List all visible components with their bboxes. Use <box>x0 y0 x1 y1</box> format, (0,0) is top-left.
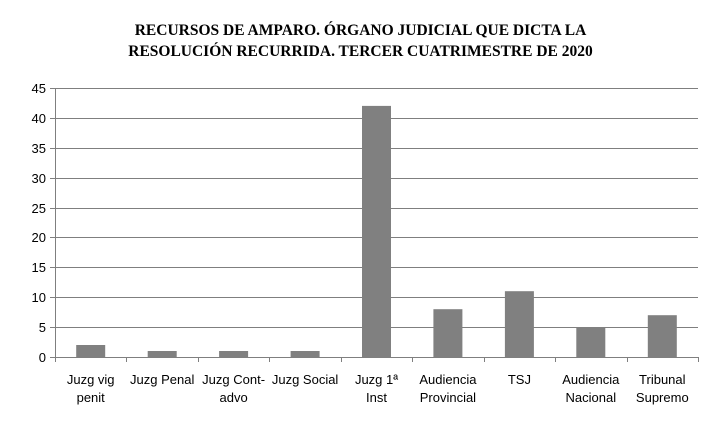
y-tick-label: 15 <box>32 260 46 275</box>
bar <box>76 345 106 357</box>
y-tick-labels: 0 5 10 15 20 25 30 35 40 45 <box>32 81 46 365</box>
bar <box>504 291 534 357</box>
x-category-label: Juzg Cont-advo <box>202 372 265 405</box>
bar <box>219 351 249 357</box>
bar <box>647 315 677 357</box>
bar <box>576 327 606 357</box>
x-category-label: Juzg vig penit <box>67 372 115 405</box>
y-tick-label: 30 <box>32 171 46 186</box>
y-tick-label: 25 <box>32 201 46 216</box>
bar <box>290 351 320 357</box>
chart-title: RECURSOS DE AMPARO. ÓRGANO JUDICIAL QUE … <box>0 20 721 62</box>
x-category-labels: Juzg vig penit Juzg Penal Juzg Cont-advo Juz… <box>67 372 689 405</box>
bars <box>76 105 677 358</box>
y-tick-label: 40 <box>32 111 46 126</box>
y-tick-label: 0 <box>39 350 46 365</box>
y-tick-label: 10 <box>32 290 46 305</box>
axes <box>50 88 699 362</box>
x-category-label: Tribunal Supremo <box>636 372 689 405</box>
bar <box>147 351 177 357</box>
bar <box>362 105 391 358</box>
chart-title-line-1: RECURSOS DE AMPARO. ÓRGANO JUDICIAL QUE … <box>134 22 587 39</box>
y-tick-label: 20 <box>32 230 46 245</box>
x-category-label: Juzg 1ª Inst <box>355 372 398 405</box>
y-tick-label: 35 <box>32 141 46 156</box>
x-category-label: Juzg Social <box>272 372 339 387</box>
y-tick-label: 5 <box>39 320 46 335</box>
x-category-label: Audiencia Nacional <box>562 372 620 405</box>
x-category-label: Juzg Penal <box>130 372 194 387</box>
x-category-label: TSJ <box>508 372 531 387</box>
y-tick-label: 45 <box>32 81 46 96</box>
x-category-label: Audiencia Provincial <box>419 372 477 405</box>
chart-title-line-2: RESOLUCIÓN RECURRIDA. TERCER CUATRIMESTR… <box>128 43 593 60</box>
bar <box>433 309 463 357</box>
